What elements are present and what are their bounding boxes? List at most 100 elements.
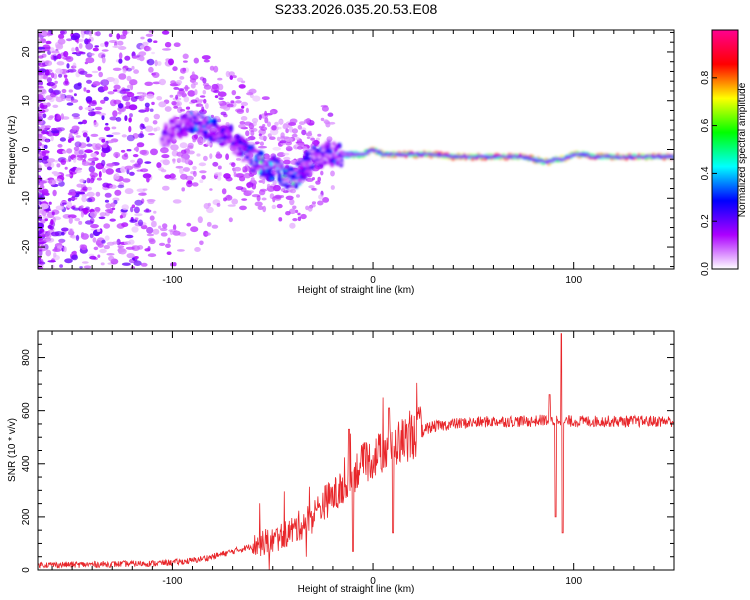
spectrogram-ridge-cell: [174, 128, 179, 132]
spectrogram-noise-cell: [132, 163, 142, 169]
spectrogram-noise-cell: [50, 135, 54, 142]
spectrogram-noise-cell: [183, 167, 190, 172]
spectrogram-noise-cell: [152, 228, 160, 235]
spectrogram-ridge-cell: [617, 156, 622, 158]
spectrogram-noise-cell: [252, 95, 261, 102]
spectrogram-noise-cell: [56, 61, 65, 66]
spectrogram-noise-cell: [183, 96, 190, 103]
spectrogram-frame: [37, 29, 675, 270]
spectrogram-ridge-cell: [284, 165, 290, 171]
spectrogram-noise-cell: [130, 159, 135, 163]
spectrogram-noise-cell: [118, 52, 123, 60]
spectrogram-noise-cell: [214, 95, 219, 99]
spectrogram-ridge-cell: [196, 126, 201, 128]
spectrogram-noise-cell: [152, 81, 161, 85]
spectrogram-ridge-cell: [199, 114, 205, 116]
y-tick-label: 600: [21, 402, 32, 419]
spectrogram-noise-cell: [150, 148, 158, 156]
spectrogram-noise-cell: [134, 256, 139, 259]
spectrogram-noise-cell: [38, 249, 43, 257]
spectrogram-noise-cell: [70, 99, 79, 103]
spectrogram-ridge-cell: [348, 153, 353, 155]
spectrogram-noise-cell: [142, 41, 149, 46]
spectrogram-ridge-cell: [250, 152, 255, 155]
spectrogram-ridge-cell: [219, 134, 225, 137]
spectrogram-noise-cell: [144, 116, 150, 123]
spectrogram-noise-cell: [181, 187, 185, 192]
spectrogram-noise-cell: [142, 92, 147, 97]
spectrogram-ridge-cell: [422, 153, 427, 155]
spectrogram-noise-cell: [93, 246, 99, 251]
spectrogram-noise-cell: [184, 158, 192, 165]
spectrogram-noise-cell: [235, 173, 245, 178]
spectrogram-noise-cell: [76, 183, 83, 188]
spectrogram-noise-cell: [69, 137, 75, 142]
spectrogram-noise-cell: [241, 198, 248, 201]
spectrogram-ridge-cell: [595, 155, 600, 157]
spectrogram-ridge-cell: [373, 151, 378, 153]
spectrogram-ridge-cell: [196, 115, 201, 119]
spectrogram-ridge-cell: [492, 157, 497, 159]
spectrogram-ridge-cell: [198, 132, 203, 136]
spectrogram-noise-cell: [138, 109, 147, 113]
spectrogram-noise-cell: [183, 86, 190, 90]
spectrogram-noise-cell: [81, 161, 90, 166]
spectrogram-noise-cell: [116, 238, 121, 246]
spectrogram-ridge-cell: [167, 128, 172, 133]
spectrogram-noise-cell: [94, 45, 99, 48]
spectrogram-noise-cell: [50, 219, 54, 226]
spectrogram-ridge-cell: [252, 162, 257, 165]
spectrogram-ridge-cell: [319, 162, 324, 169]
spectrogram-ridge-cell: [216, 127, 221, 133]
spectrogram-noise-cell: [288, 208, 297, 215]
spectrogram-noise-cell: [100, 79, 110, 87]
spectrogram-noise-cell: [41, 188, 49, 195]
spectrogram-noise-cell: [289, 222, 296, 229]
spectrogram-ridge-cell: [481, 157, 486, 158]
spectrogram-noise-cell: [116, 223, 125, 229]
spectrogram-ridge-cell: [505, 155, 510, 157]
spectrogram-noise-cell: [306, 136, 311, 139]
spectrogram-noise-cell: [138, 51, 147, 57]
spectrogram-ridge-cell: [322, 159, 328, 166]
spectrogram-noise-cell: [58, 73, 63, 78]
spectrogram-ridge-cell: [273, 169, 279, 171]
spectrogram-noise-cell: [256, 195, 261, 202]
spectrogram-noise-cell: [221, 188, 227, 195]
spectrogram-noise-cell: [38, 141, 42, 147]
spectrogram-noise-cell: [270, 128, 279, 136]
spectrogram-noise-cell: [134, 199, 143, 206]
spectrogram-noise-cell: [198, 162, 207, 167]
spectrogram-noise-cell: [311, 187, 316, 191]
spectrogram-ridge-cell: [447, 155, 452, 157]
spectrogram-noise-cell: [283, 156, 291, 161]
spectrogram-noise-cell: [52, 254, 60, 261]
spectrogram-noise-cell: [258, 145, 267, 149]
spectrogram-noise-cell: [101, 114, 105, 121]
spectrogram-noise-cell: [104, 235, 110, 241]
spectrogram-ridge-cell: [664, 157, 669, 159]
spectrogram-noise-cell: [45, 210, 49, 213]
spectrogram-noise-cell: [279, 140, 287, 144]
spectrogram-noise-cell: [97, 242, 104, 248]
spectrogram-ridge-cell: [326, 148, 331, 155]
spectrogram-ridge-cell: [304, 164, 309, 168]
spectrogram-noise-cell: [246, 182, 251, 189]
spectrogram-noise-cell: [166, 251, 172, 255]
spectrogram-ridge-cell: [171, 130, 176, 136]
spectrogram-noise-cell: [52, 248, 62, 253]
spectrogram-ridge-cell: [568, 155, 573, 157]
spectrogram-noise-cell: [121, 134, 127, 138]
spectrogram-noise-cell: [76, 48, 80, 54]
spectrogram-noise-cell: [55, 96, 64, 103]
spectrogram-ridge-cell: [319, 160, 324, 163]
spectrogram-ridge-cell: [436, 154, 441, 156]
spectrogram-ridge-cell: [329, 162, 335, 168]
spectrogram-noise-cell: [66, 38, 73, 42]
spectrogram-ridge-cell: [564, 157, 570, 159]
spectrogram-noise-cell: [38, 55, 44, 59]
spectrogram-noise-cell: [266, 183, 271, 189]
spectrogram-noise-cell: [74, 141, 82, 148]
spectrogram-noise-cell: [172, 230, 181, 236]
colorbar-ticks: 0.0 0.2 0.4 0.6 0.8: [700, 70, 717, 276]
